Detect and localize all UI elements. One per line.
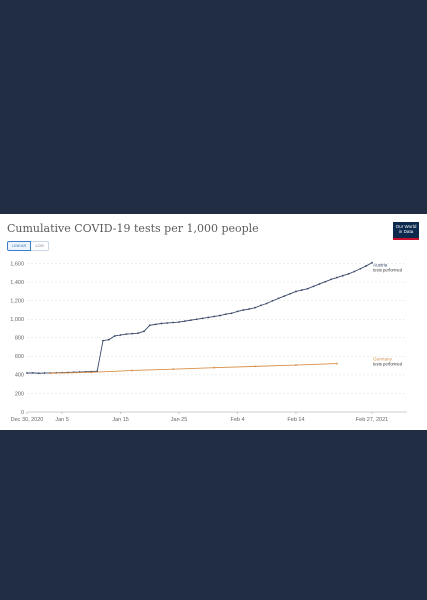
- series-label-austria: tests performed: [373, 268, 403, 273]
- data-point-austria: [224, 313, 227, 316]
- data-point-austria: [113, 335, 116, 337]
- data-point-austria: [324, 280, 327, 283]
- logo-line-2: in Data: [398, 229, 414, 234]
- series-lines: [26, 261, 373, 375]
- data-point-austria: [119, 334, 122, 336]
- y-tick-label: 200: [15, 391, 24, 397]
- data-point-austria: [271, 299, 274, 302]
- series-label-germany: tests performed: [373, 362, 403, 367]
- data-point-austria: [254, 306, 256, 309]
- data-point-austria: [330, 278, 332, 281]
- data-point-austria: [37, 372, 40, 375]
- x-axis-ticks: Dec 30, 2020 Jan 5 Jan 15 Jan 25 Feb 4 Feb 14…: [11, 412, 388, 423]
- x-tick-label: Dec 30, 2020: [11, 417, 44, 423]
- data-point-austria: [195, 318, 198, 321]
- data-point-austria: [318, 283, 321, 285]
- x-tick-label: Feb 27, 2021: [356, 417, 388, 423]
- data-point-austria: [207, 316, 210, 319]
- data-point-austria: [336, 276, 338, 279]
- data-point-austria: [26, 372, 28, 374]
- owid-logo[interactable]: Our World in Data: [393, 222, 419, 240]
- data-point-austria: [365, 265, 368, 267]
- data-point-austria: [213, 315, 216, 318]
- chart-title: Cumulative COVID-19 tests per 1,000 peop…: [7, 222, 259, 235]
- logo-line-1: Our World: [395, 224, 417, 229]
- data-point-austria: [219, 314, 221, 317]
- y-tick-label: 1,200: [10, 299, 24, 305]
- data-point-austria: [131, 332, 134, 335]
- data-point-germany: [49, 372, 52, 375]
- data-point-germany: [131, 369, 134, 372]
- data-point-austria: [125, 333, 128, 336]
- line-chart: 0 200 400 600 800 1,000 1,200 1,400 1,600 Dec 30…: [10, 261, 407, 423]
- data-point-austria: [31, 371, 34, 374]
- series-line-austria: [26, 262, 373, 374]
- data-point-austria: [359, 267, 362, 270]
- data-point-austria: [107, 338, 110, 341]
- x-tick-label: Jan 15: [112, 417, 129, 423]
- data-point-germany: [213, 366, 216, 369]
- data-point-austria: [289, 292, 292, 295]
- y-tick-label: 800: [15, 336, 24, 342]
- data-point-germany: [254, 365, 256, 368]
- data-point-austria: [265, 302, 268, 305]
- data-point-austria: [178, 321, 180, 323]
- data-point-austria: [312, 285, 315, 288]
- data-point-germany: [295, 364, 297, 366]
- data-point-austria: [201, 317, 204, 320]
- data-point-austria: [236, 310, 239, 313]
- y-tick-label: 1,600: [10, 261, 24, 267]
- data-point-austria: [248, 308, 251, 310]
- data-point-austria: [189, 319, 192, 322]
- data-point-austria: [353, 270, 356, 273]
- data-point-austria: [143, 330, 145, 333]
- linear-scale-button[interactable]: LINEAR: [7, 241, 32, 251]
- data-point-austria: [300, 289, 303, 291]
- data-point-austria: [277, 297, 280, 300]
- chart-card: Cumulative COVID-19 tests per 1,000 peop…: [0, 214, 427, 430]
- data-point-germany: [336, 362, 338, 365]
- data-point-austria: [137, 332, 140, 335]
- data-point-austria: [230, 312, 233, 315]
- y-tick-label: 1,000: [10, 317, 24, 323]
- x-tick-label: Jan 5: [55, 417, 68, 423]
- data-point-austria: [306, 287, 309, 290]
- grid-lines: [27, 263, 407, 413]
- data-point-austria: [295, 290, 297, 293]
- data-point-austria: [183, 320, 186, 323]
- data-point-austria: [341, 274, 344, 277]
- data-point-austria: [102, 339, 104, 342]
- data-point-austria: [43, 372, 46, 374]
- y-axis-ticks: 0 200 400 600 800 1,000 1,200 1,400 1,600: [10, 261, 24, 415]
- data-point-austria: [242, 309, 245, 311]
- data-point-austria: [166, 322, 169, 324]
- x-tick-label: Jan 25: [171, 417, 188, 423]
- data-point-austria: [283, 295, 286, 297]
- data-point-austria: [347, 272, 350, 275]
- x-tick-label: Feb 4: [230, 417, 244, 423]
- data-point-austria: [172, 321, 175, 324]
- scale-toggle: LINEAR LOG: [7, 241, 49, 251]
- series-label-germany: Germany: [373, 357, 393, 362]
- y-tick-label: 0: [21, 410, 24, 416]
- data-point-germany: [172, 368, 175, 371]
- data-point-austria: [259, 304, 262, 307]
- series-line-germany: [50, 363, 337, 374]
- data-point-austria: [148, 324, 151, 327]
- y-tick-label: 1,400: [10, 280, 24, 286]
- data-point-austria: [160, 322, 163, 325]
- y-tick-label: 400: [15, 373, 24, 379]
- data-point-austria: [371, 261, 373, 264]
- y-tick-label: 600: [15, 354, 24, 360]
- x-tick-label: Feb 14: [287, 417, 304, 423]
- series-label-austria: Austria: [373, 263, 388, 268]
- log-scale-button[interactable]: LOG: [31, 241, 49, 251]
- data-point-austria: [154, 323, 157, 326]
- data-point-germany: [90, 371, 93, 374]
